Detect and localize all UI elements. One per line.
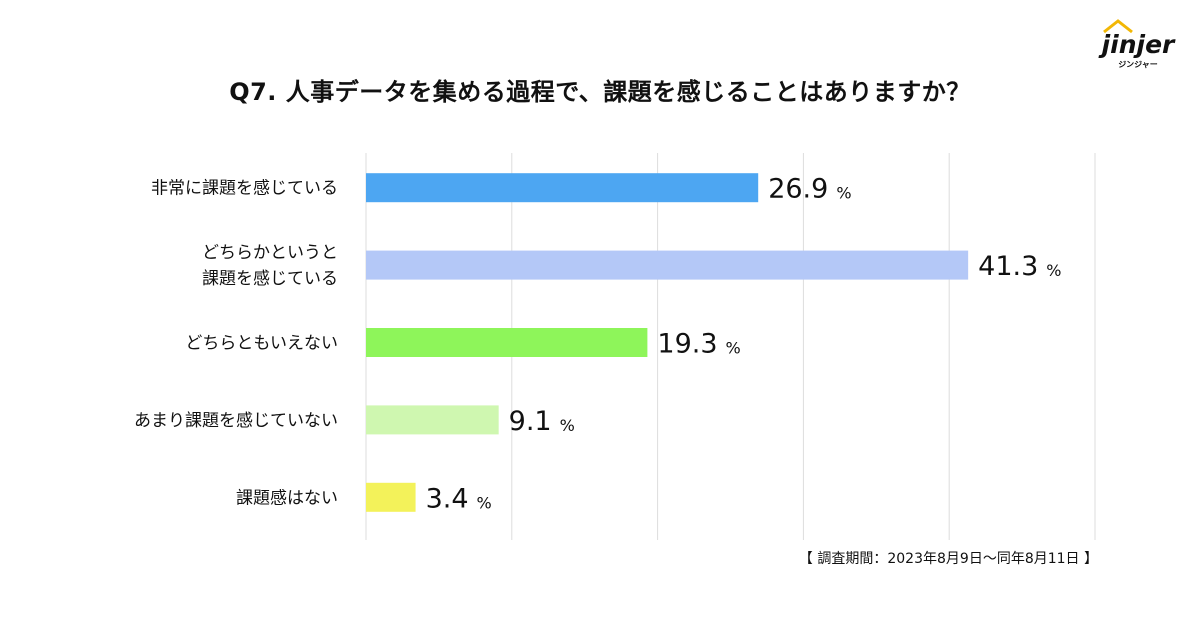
logo-roof-icon: [1103, 19, 1133, 34]
bar: [366, 173, 759, 203]
bar: [366, 328, 648, 357]
value-label: 3.4: [426, 483, 469, 514]
unit-label: %: [1046, 261, 1061, 280]
value-label: 9.1: [509, 406, 552, 437]
unit-label: %: [477, 493, 492, 512]
category-label: あまり課題を感じていない: [134, 411, 338, 431]
category-label: 課題感はない: [236, 488, 338, 508]
unit-label: %: [836, 184, 851, 203]
category-label: どちらかというと: [202, 243, 338, 263]
category-label: どちらともいえない: [185, 334, 338, 354]
logo-subtext: ジンジャー: [1118, 60, 1158, 69]
value-label: 41.3: [978, 251, 1038, 282]
unit-label: %: [560, 416, 575, 435]
bar: [366, 405, 499, 435]
category-label: 課題を感じている: [202, 269, 338, 289]
bar: [366, 482, 416, 512]
survey-period-note: 【 調査期間：2023年8月9日〜同年8月11日 】: [798, 551, 1098, 567]
unit-label: %: [726, 339, 741, 358]
jinjer-logo: jinjer ジンジャー: [1088, 18, 1188, 70]
logo-text: jinjer: [1101, 30, 1175, 59]
category-label: 非常に課題を感じている: [151, 179, 338, 199]
value-label: 19.3: [657, 329, 717, 360]
bar: [366, 250, 969, 280]
value-label: 26.9: [768, 174, 828, 205]
chart-title: Q7. 人事データを集める過程で、課題を感じることはありますか？: [229, 78, 971, 106]
